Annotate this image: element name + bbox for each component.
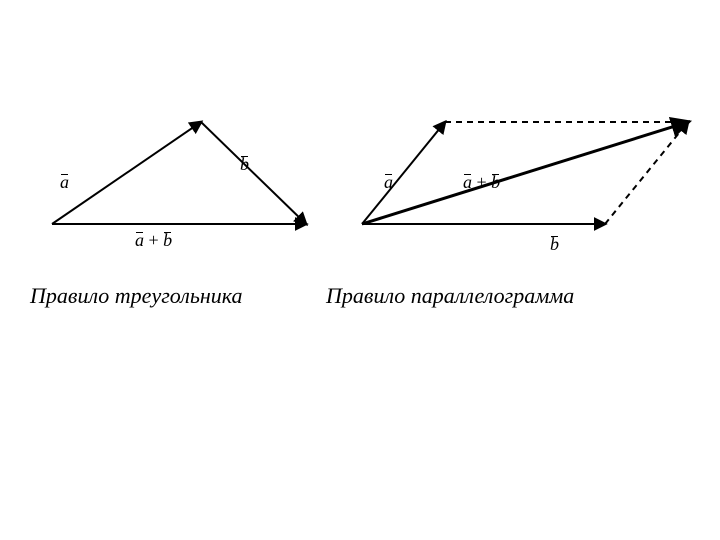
parallelogram-svg	[350, 110, 700, 260]
triangle-label-a: a	[60, 172, 69, 193]
triangle-svg	[40, 110, 320, 260]
triangle-label-b: b	[240, 154, 249, 175]
parallelogram-caption: Правило параллелограмма	[326, 283, 574, 309]
parallelogram-label-b: b	[550, 234, 559, 255]
vector-a	[362, 122, 445, 224]
vector-sum	[362, 122, 688, 224]
parallelogram-label-a: a	[384, 172, 393, 193]
vector-a	[52, 122, 201, 224]
vector-b	[201, 122, 306, 224]
parallelogram-label-sum: a + b	[463, 172, 500, 193]
triangle-label-sum: a + b	[135, 230, 172, 251]
parallelogram-rule-diagram	[350, 110, 700, 260]
triangle-caption: Правило треугольника	[30, 283, 243, 309]
edge-right-dashed	[605, 122, 688, 224]
triangle-rule-diagram	[40, 110, 320, 260]
